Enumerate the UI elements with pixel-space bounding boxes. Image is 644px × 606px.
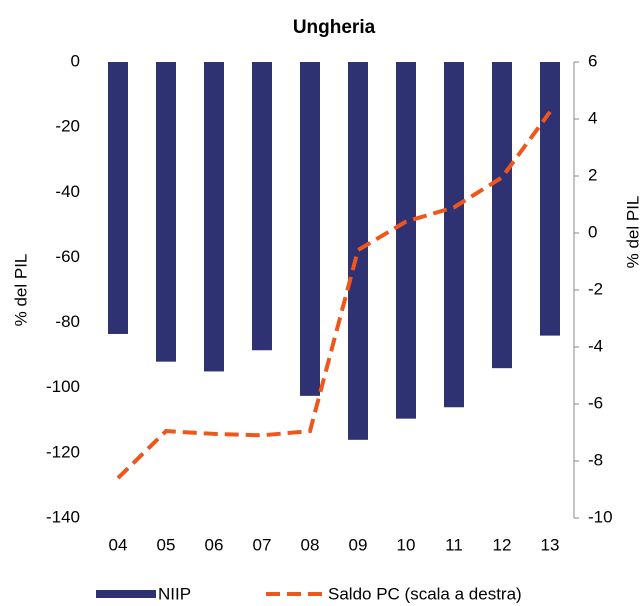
y-tick-label: -20 — [55, 117, 80, 136]
y-tick-label: -100 — [46, 377, 80, 396]
chart-title: Ungheria — [293, 17, 376, 38]
bar — [492, 62, 512, 369]
y-tick-label: -40 — [55, 182, 80, 201]
y2-tick-label: -6 — [588, 393, 603, 412]
y2-tick-label: -8 — [588, 450, 603, 469]
y2-tick-label: 2 — [588, 165, 597, 184]
x-tick-label: 07 — [253, 535, 272, 554]
bar — [540, 62, 560, 336]
y-tick-label: -140 — [46, 507, 80, 526]
x-tick-label: 12 — [493, 535, 512, 554]
bar — [156, 62, 176, 362]
y2-tick-label: 4 — [588, 108, 597, 127]
line — [116, 110, 552, 480]
bar — [300, 62, 320, 396]
bar — [396, 62, 416, 419]
bar — [204, 62, 224, 372]
y2-tick-label: -2 — [588, 279, 603, 298]
legend-label: NIIP — [158, 584, 191, 603]
x-tick-label: 13 — [541, 535, 560, 554]
y-tick-label: -80 — [55, 312, 80, 331]
y2-tick-label: -4 — [588, 336, 603, 355]
bar — [252, 62, 272, 351]
y-tick-label: 0 — [71, 51, 80, 70]
bar — [108, 62, 128, 334]
x-tick-label: 06 — [205, 535, 224, 554]
legend-label: Saldo PC (scala a destra) — [328, 584, 522, 603]
x-tick-label: 08 — [301, 535, 320, 554]
y2-tick-label: -10 — [588, 507, 613, 526]
y2-axis-label: % del PIL — [623, 196, 642, 269]
y-tick-label: -60 — [55, 247, 80, 266]
x-tick-label: 05 — [157, 535, 176, 554]
y2-tick-label: 0 — [588, 222, 597, 241]
y2-tick-label: 6 — [588, 51, 597, 70]
x-tick-label: 04 — [109, 535, 128, 554]
x-tick-label: 09 — [349, 535, 368, 554]
y-tick-label: -120 — [46, 442, 80, 461]
x-tick-label: 11 — [445, 535, 463, 554]
bar — [444, 62, 464, 408]
legend-swatch — [96, 590, 156, 598]
bar — [348, 62, 368, 440]
y-axis-label: % del PIL — [11, 254, 30, 327]
x-tick-label: 10 — [397, 535, 416, 554]
